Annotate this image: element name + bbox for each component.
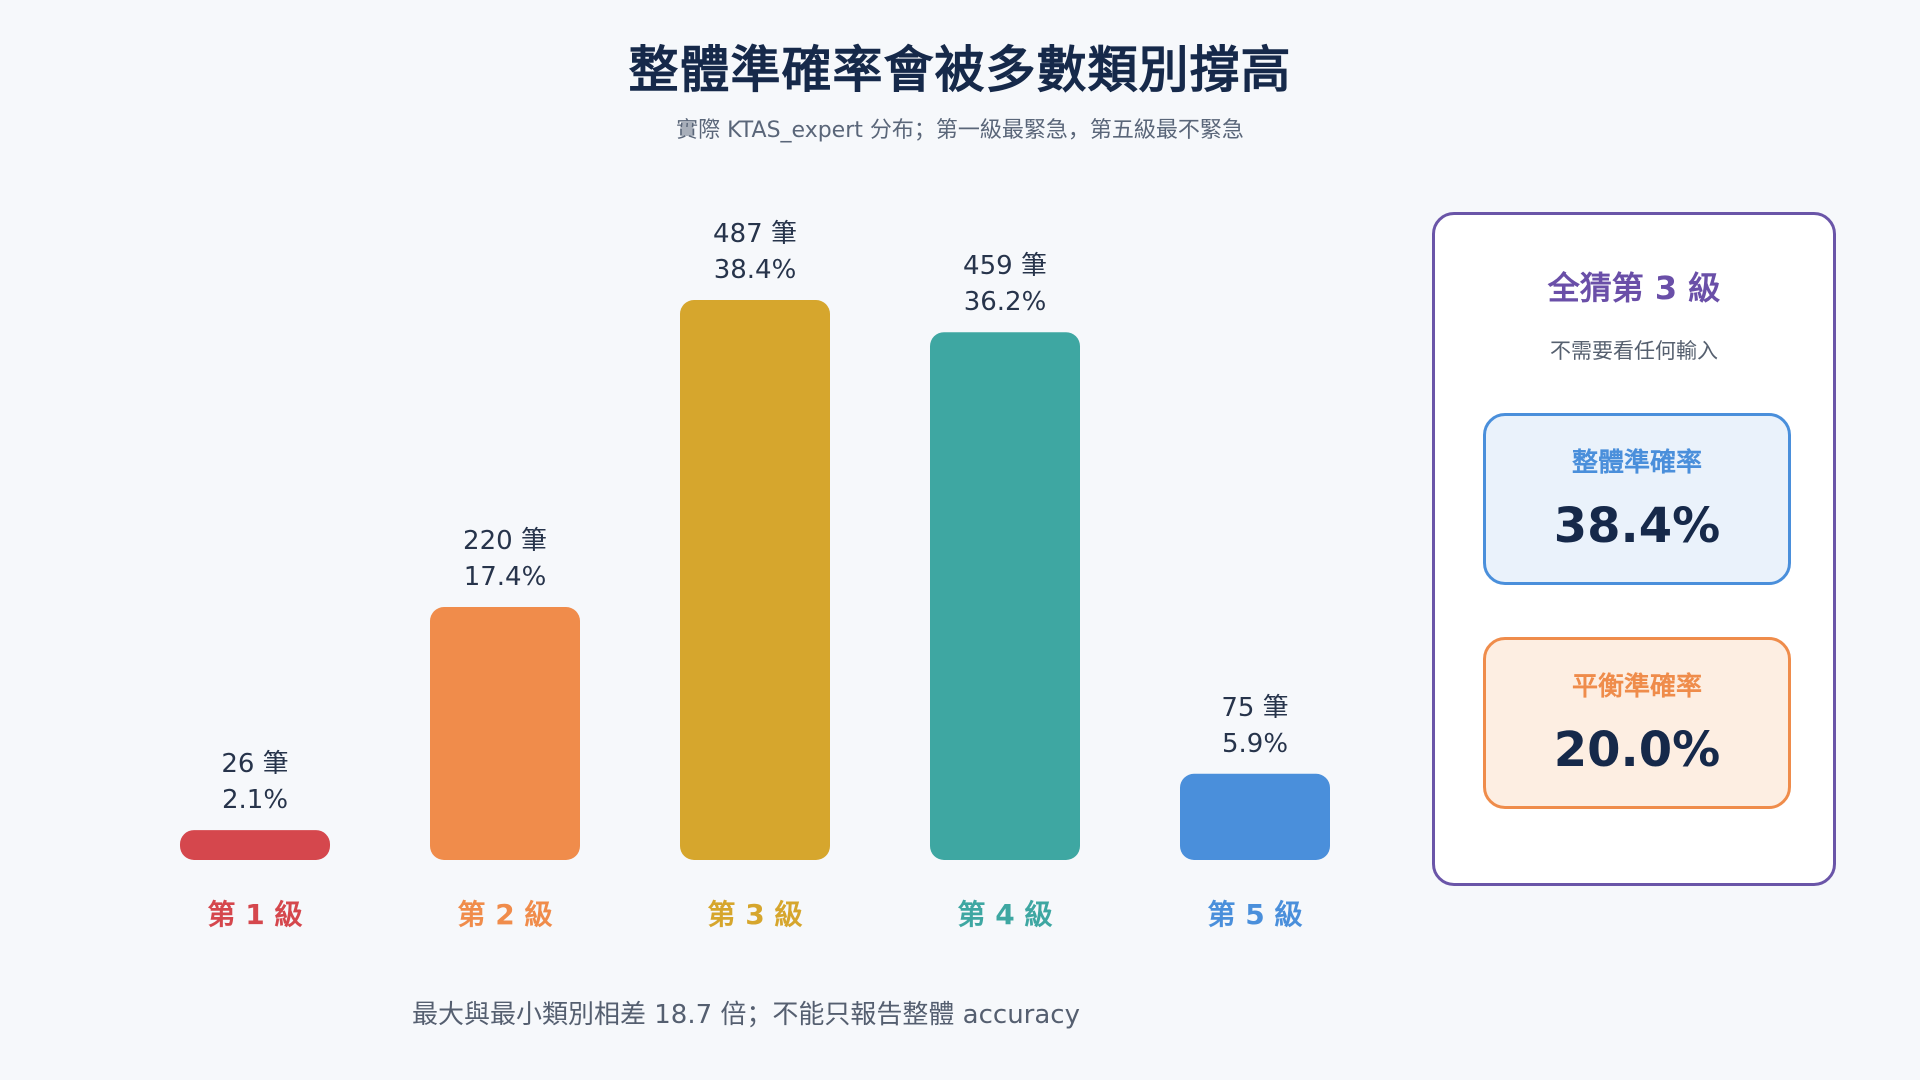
overall-accuracy-label: 整體準確率 bbox=[1571, 448, 1702, 478]
category-label-2: 第 2 級 bbox=[458, 898, 553, 931]
category-label-3: 第 3 級 bbox=[708, 898, 803, 931]
bar-count-label-3: 487 筆 bbox=[713, 219, 797, 249]
bar-count-label-2: 220 筆 bbox=[463, 526, 547, 556]
panel-note: 不需要看任何輸入 bbox=[1550, 339, 1718, 363]
panel-title: 全猜第 3 級 bbox=[1547, 269, 1721, 307]
balanced-accuracy-value: 20.0% bbox=[1553, 722, 1721, 778]
balanced-accuracy-label: 平衡準確率 bbox=[1571, 672, 1702, 702]
baseline-panel: 全猜第 3 級 不需要看任何輸入 整體準確率 38.4% 平衡準確率 20.0% bbox=[1432, 212, 1836, 886]
category-label-4: 第 4 級 bbox=[958, 898, 1053, 931]
bar-2 bbox=[430, 607, 580, 860]
chart-title: 整體準確率會被多數類別撐高 bbox=[628, 41, 1292, 99]
bar-count-label-4: 459 筆 bbox=[963, 251, 1047, 281]
category-label-1: 第 1 級 bbox=[208, 898, 303, 931]
bar-count-label-1: 26 筆 bbox=[221, 749, 288, 779]
bar-percent-label-1: 2.1% bbox=[222, 785, 288, 815]
overall-accuracy-card: 整體準確率 38.4% bbox=[1483, 413, 1791, 585]
bar-percent-label-3: 38.4% bbox=[714, 255, 797, 285]
bar-4 bbox=[930, 332, 1080, 860]
bar-count-label-5: 75 筆 bbox=[1221, 693, 1288, 723]
category-label-5: 第 5 級 bbox=[1208, 898, 1303, 931]
bar-percent-label-5: 5.9% bbox=[1222, 729, 1288, 759]
chart-subtitle: 實際 KTAS_expert 分布；第一級最緊急，第五級最不緊急 bbox=[676, 118, 1244, 143]
balanced-accuracy-card: 平衡準確率 20.0% bbox=[1483, 637, 1791, 809]
bar-percent-label-4: 36.2% bbox=[964, 287, 1047, 317]
bar-3 bbox=[680, 300, 830, 860]
footnote: 最大與最小類別相差 18.7 倍；不能只報告整體 accuracy bbox=[412, 1000, 1080, 1030]
bar-5 bbox=[1180, 773, 1330, 860]
bar-chart: 26 筆 2.1% 第 1 級 220 筆 17.4% 第 2 級 487 筆 38.4% 第 … bbox=[180, 219, 1330, 931]
overall-accuracy-value: 38.4% bbox=[1553, 498, 1721, 554]
bar-percent-label-2: 17.4% bbox=[464, 562, 547, 592]
bar-1 bbox=[180, 830, 330, 860]
